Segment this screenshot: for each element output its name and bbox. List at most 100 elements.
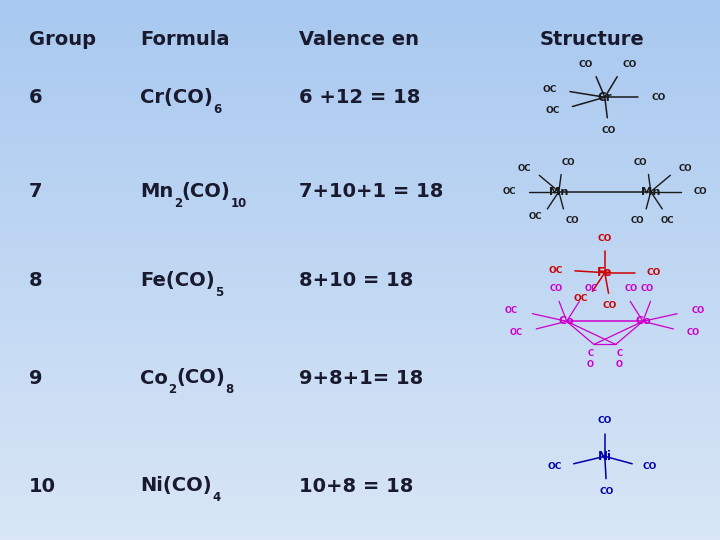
Bar: [0, 194, 720, 196]
Text: CO: CO: [692, 306, 705, 315]
Bar: [0, 65, 720, 66]
Bar: [0, 234, 720, 236]
Bar: [0, 513, 720, 515]
Bar: [0, 74, 720, 76]
Bar: [0, 331, 720, 333]
Bar: [0, 520, 720, 522]
Bar: [0, 15, 720, 16]
Bar: [0, 387, 720, 389]
Bar: [0, 200, 720, 201]
Bar: [0, 93, 720, 96]
Text: 8: 8: [225, 383, 233, 396]
Text: CO: CO: [601, 126, 616, 134]
Bar: [0, 367, 720, 369]
Bar: [0, 120, 720, 123]
Bar: [0, 410, 720, 412]
Text: (CO): (CO): [176, 368, 225, 388]
Bar: [0, 22, 720, 23]
Bar: [0, 227, 720, 228]
Bar: [0, 450, 720, 452]
Bar: [0, 452, 720, 454]
Bar: [0, 374, 720, 376]
Bar: [0, 88, 720, 90]
Bar: [0, 193, 720, 194]
Bar: [0, 79, 720, 81]
Bar: [0, 290, 720, 292]
Bar: [0, 61, 720, 63]
Bar: [0, 191, 720, 193]
Bar: [0, 50, 720, 52]
Bar: [0, 282, 720, 285]
Bar: [0, 231, 720, 232]
Bar: [0, 243, 720, 245]
Bar: [0, 312, 720, 313]
Bar: [0, 447, 720, 448]
Bar: [0, 285, 720, 286]
Bar: [0, 38, 720, 39]
Bar: [0, 342, 720, 344]
Bar: [0, 495, 720, 497]
Bar: [0, 255, 720, 258]
Text: OC: OC: [503, 187, 516, 196]
Bar: [0, 115, 720, 117]
Bar: [0, 18, 720, 20]
Bar: [0, 31, 720, 32]
Bar: [0, 346, 720, 347]
Bar: [0, 313, 720, 315]
Bar: [0, 12, 720, 15]
Bar: [0, 328, 720, 329]
Bar: [0, 444, 720, 447]
Bar: [0, 322, 720, 324]
Bar: [0, 201, 720, 204]
Bar: [0, 502, 720, 504]
Bar: [0, 239, 720, 241]
Bar: [0, 425, 720, 427]
Bar: [0, 204, 720, 205]
Bar: [0, 265, 720, 266]
Bar: [0, 504, 720, 506]
Bar: [0, 177, 720, 178]
Bar: [0, 529, 720, 531]
Bar: [0, 221, 720, 223]
Text: Co: Co: [140, 368, 168, 388]
Bar: [0, 488, 720, 490]
Bar: [0, 49, 720, 50]
Bar: [0, 144, 720, 146]
Text: CO: CO: [562, 158, 575, 167]
Bar: [0, 160, 720, 162]
Bar: [0, 299, 720, 301]
Bar: [0, 308, 720, 309]
Bar: [0, 479, 720, 481]
Text: 9: 9: [29, 368, 42, 388]
Bar: [0, 56, 720, 58]
Text: C: C: [616, 349, 622, 359]
Text: 6: 6: [213, 103, 222, 116]
Bar: [0, 23, 720, 25]
Bar: [0, 184, 720, 185]
Text: CO: CO: [598, 416, 612, 425]
Bar: [0, 277, 720, 279]
Bar: [0, 382, 720, 383]
Bar: [0, 430, 720, 432]
Bar: [0, 292, 720, 293]
Bar: [0, 461, 720, 463]
Bar: [0, 20, 720, 22]
Text: CO: CO: [634, 158, 647, 167]
Text: OC: OC: [660, 217, 674, 225]
Text: CO: CO: [631, 217, 644, 225]
Bar: [0, 420, 720, 421]
Bar: [0, 187, 720, 189]
Bar: [0, 214, 720, 216]
Bar: [0, 81, 720, 83]
Bar: [0, 344, 720, 346]
Bar: [0, 147, 720, 150]
Bar: [0, 459, 720, 461]
Bar: [0, 437, 720, 439]
Bar: [0, 511, 720, 513]
Bar: [0, 373, 720, 374]
Bar: [0, 351, 720, 353]
Bar: [0, 250, 720, 252]
Bar: [0, 463, 720, 464]
Bar: [0, 423, 720, 425]
Bar: [0, 356, 720, 358]
